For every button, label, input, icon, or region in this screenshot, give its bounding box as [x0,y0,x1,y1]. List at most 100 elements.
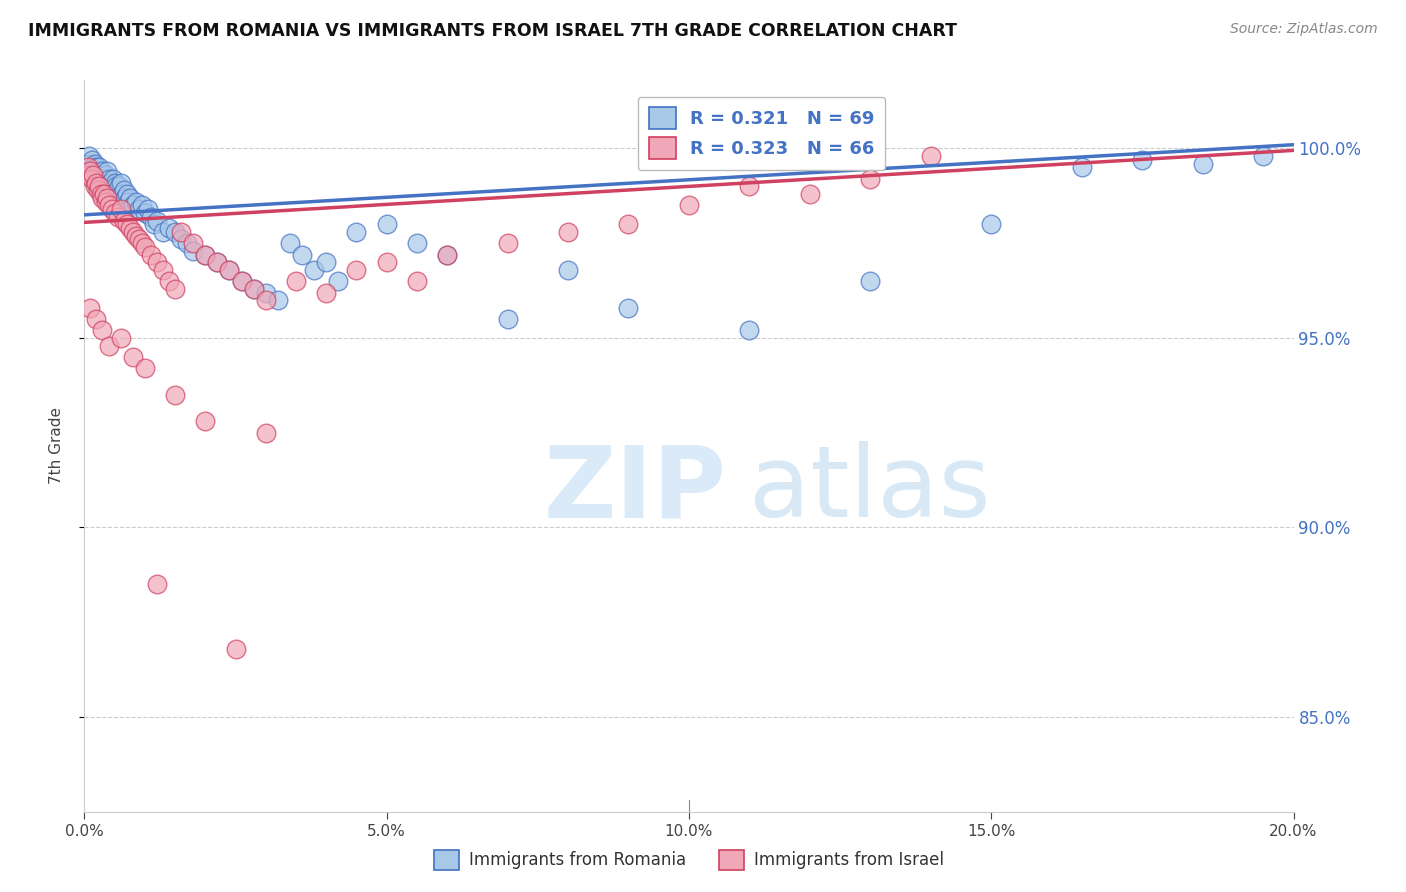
Point [90,186,112,201]
Point [1132,153,1154,167]
Point [86,176,108,190]
Text: ZIP: ZIP [544,442,727,539]
Point [93,186,115,201]
Point [436,247,458,261]
Point [90,168,112,182]
Point [104,206,127,220]
Point [97,171,120,186]
Point [254,285,277,300]
Point [242,282,264,296]
Point [86,164,108,178]
Point [104,176,127,190]
Point [285,274,308,288]
Point [738,179,761,194]
Point [77,168,100,182]
Point [920,149,942,163]
Point [375,255,398,269]
Point [110,176,132,190]
Point [1071,161,1094,175]
Point [218,262,240,277]
Point [406,236,429,251]
Point [142,217,165,231]
Point [139,210,162,224]
Point [93,171,115,186]
Point [181,244,204,258]
Point [136,202,159,216]
Point [91,164,114,178]
Point [100,179,122,194]
Point [131,236,153,251]
Point [103,171,125,186]
Point [207,255,229,269]
Point [346,262,368,277]
Point [79,301,101,315]
Point [96,164,118,178]
Point [107,210,129,224]
Point [80,171,103,186]
Point [231,274,253,288]
Point [112,213,135,227]
Point [194,247,217,261]
Point [302,262,325,277]
Point [225,641,247,656]
Point [117,194,139,209]
Point [91,191,114,205]
Point [94,168,117,182]
Point [121,198,143,212]
Point [86,161,108,175]
Point [346,225,368,239]
Point [77,161,100,175]
Point [267,293,290,307]
Point [146,577,169,591]
Point [110,331,132,345]
Point [128,232,150,246]
Point [181,236,204,251]
Point [108,179,131,194]
Y-axis label: 7th Grade: 7th Grade [49,408,63,484]
Point [165,388,187,402]
Point [146,213,169,227]
Point [254,293,277,307]
Point [165,282,187,296]
Point [557,262,579,277]
Point [96,191,118,205]
Point [134,240,156,254]
Point [207,255,229,269]
Point [242,282,264,296]
Point [128,202,150,216]
Point [82,161,104,175]
Point [89,179,111,194]
Point [176,236,198,251]
Point [125,228,148,243]
Point [617,301,640,315]
Point [121,350,143,364]
Point [157,274,180,288]
Point [104,179,127,194]
Point [112,183,135,197]
Point [86,312,108,326]
Point [115,186,138,201]
Point [315,285,337,300]
Point [134,361,156,376]
Point [617,217,640,231]
Point [436,247,458,261]
Point [170,232,193,246]
Point [111,186,134,201]
Point [152,225,174,239]
Point [678,198,700,212]
Text: atlas: atlas [749,442,991,539]
Legend: Immigrants from Romania, Immigrants from Israel: Immigrants from Romania, Immigrants from… [427,843,950,877]
Point [278,236,301,251]
Point [89,161,111,175]
Point [799,186,821,201]
Point [1192,156,1215,170]
Point [1253,149,1275,163]
Point [97,338,120,352]
Point [496,312,519,326]
Point [100,202,122,216]
Point [131,198,153,212]
Point [139,247,162,261]
Point [328,274,350,288]
Point [79,164,101,178]
Point [157,221,180,235]
